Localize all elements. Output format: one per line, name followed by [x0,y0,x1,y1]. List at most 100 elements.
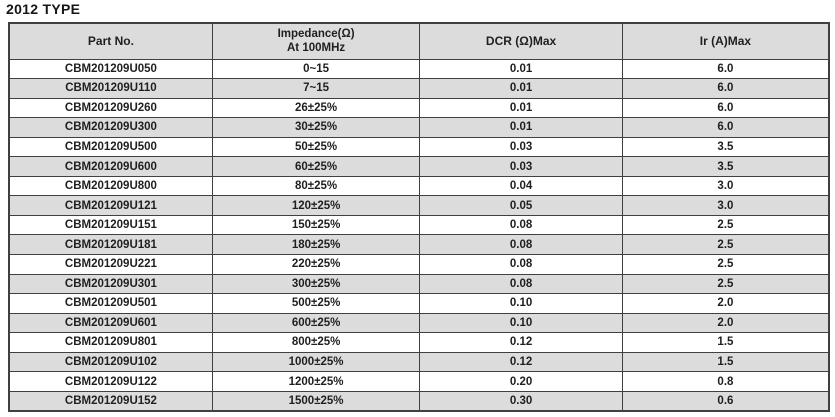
header-ir: Ir (A)Max [621,22,830,60]
dcr-cell: 0.01 [419,58,623,80]
dcr-cell: 0.12 [419,351,623,373]
impedance-cell: 26±25% [211,97,421,119]
table-row: CBM201209U151 150±25% 0.08 2.5 [8,214,830,236]
impedance-cell: 80±25% [211,175,421,197]
ir-cell: 2.5 [621,253,830,275]
dcr-cell: 0.01 [419,78,623,99]
dcr-cell: 0.04 [419,175,623,197]
dcr-cell: 0.08 [419,273,623,295]
dcr-cell: 0.03 [419,156,623,177]
ir-cell: 2.5 [621,234,830,255]
ir-cell: 2.5 [621,214,830,236]
dcr-cell: 0.01 [419,117,623,138]
header-impedance-line1: Impedance(Ω) [277,27,355,40]
spec-table: Part No. Impedance(Ω) At 100MHz DCR (Ω)M… [8,22,830,412]
impedance-cell: 7~15 [211,78,421,99]
impedance-cell: 60±25% [211,156,421,177]
part-no-cell: CBM201209U121 [8,195,213,216]
dcr-cell: 0.01 [419,97,623,119]
part-no-cell: CBM201209U110 [8,78,213,99]
impedance-cell: 1000±25% [211,351,421,373]
impedance-cell: 300±25% [211,273,421,295]
part-no-cell: CBM201209U050 [8,58,213,80]
impedance-cell: 0~15 [211,58,421,80]
impedance-cell: 600±25% [211,312,421,334]
table-row: CBM201209U501 500±25% 0.10 2.0 [8,293,830,314]
impedance-cell: 150±25% [211,214,421,236]
table-row: CBM201209U050 0~15 0.01 6.0 [8,58,830,80]
ir-cell: 1.5 [621,351,830,373]
dcr-cell: 0.08 [419,234,623,255]
ir-cell: 6.0 [621,58,830,80]
page-title: 2012 TYPE [6,1,81,17]
table-row: CBM201209U181 180±25% 0.08 2.5 [8,234,830,255]
dcr-cell: 0.30 [419,390,623,412]
table-row: CBM201209U102 1000±25% 0.12 1.5 [8,351,830,373]
part-no-cell: CBM201209U800 [8,175,213,197]
table-row: CBM201209U110 7~15 0.01 6.0 [8,78,830,99]
part-no-cell: CBM201209U260 [8,97,213,119]
part-no-cell: CBM201209U500 [8,136,213,158]
impedance-cell: 800±25% [211,332,421,353]
ir-cell: 2.5 [621,273,830,295]
table-body: CBM201209U050 0~15 0.01 6.0 CBM201209U110 7~1… [8,58,830,412]
ir-cell: 0.8 [621,371,830,392]
table-row: CBM201209U601 600±25% 0.10 2.0 [8,312,830,334]
header-dcr: DCR (Ω)Max [419,22,623,60]
ir-cell: 6.0 [621,78,830,99]
part-no-cell: CBM201209U501 [8,293,213,314]
part-no-cell: CBM201209U300 [8,117,213,138]
part-no-cell: CBM201209U181 [8,234,213,255]
ir-cell: 1.5 [621,332,830,353]
ir-cell: 3.5 [621,136,830,158]
dcr-cell: 0.20 [419,371,623,392]
table-row: CBM201209U122 1200±25% 0.20 0.8 [8,371,830,392]
impedance-cell: 220±25% [211,253,421,275]
ir-cell: 0.6 [621,390,830,412]
table-row: CBM201209U801 800±25% 0.12 1.5 [8,332,830,353]
ir-cell: 3.5 [621,156,830,177]
part-no-cell: CBM201209U601 [8,312,213,334]
table-row: CBM201209U260 26±25% 0.01 6.0 [8,97,830,119]
table-row: CBM201209U800 80±25% 0.04 3.0 [8,175,830,197]
part-no-cell: CBM201209U151 [8,214,213,236]
table-row: CBM201209U500 50±25% 0.03 3.5 [8,136,830,158]
ir-cell: 2.0 [621,312,830,334]
part-no-cell: CBM201209U221 [8,253,213,275]
table-row: CBM201209U152 1500±25% 0.30 0.6 [8,390,830,412]
impedance-cell: 120±25% [211,195,421,216]
ir-cell: 6.0 [621,97,830,119]
header-row: Part No. Impedance(Ω) At 100MHz DCR (Ω)M… [8,22,830,60]
impedance-cell: 1200±25% [211,371,421,392]
dcr-cell: 0.10 [419,312,623,334]
ir-cell: 3.0 [621,195,830,216]
ir-cell: 2.0 [621,293,830,314]
table-header: Part No. Impedance(Ω) At 100MHz DCR (Ω)M… [8,22,830,60]
impedance-cell: 30±25% [211,117,421,138]
table-row: CBM201209U301 300±25% 0.08 2.5 [8,273,830,295]
table-row: CBM201209U300 30±25% 0.01 6.0 [8,117,830,138]
dcr-cell: 0.03 [419,136,623,158]
impedance-cell: 50±25% [211,136,421,158]
impedance-cell: 1500±25% [211,390,421,412]
header-impedance-line2: At 100MHz [287,42,346,55]
ir-cell: 3.0 [621,175,830,197]
table-row: CBM201209U121 120±25% 0.05 3.0 [8,195,830,216]
ir-cell: 6.0 [621,117,830,138]
dcr-cell: 0.12 [419,332,623,353]
impedance-cell: 500±25% [211,293,421,314]
dcr-cell: 0.05 [419,195,623,216]
part-no-cell: CBM201209U102 [8,351,213,373]
dcr-cell: 0.10 [419,293,623,314]
table-row: CBM201209U221 220±25% 0.08 2.5 [8,253,830,275]
table-row: CBM201209U600 60±25% 0.03 3.5 [8,156,830,177]
part-no-cell: CBM201209U152 [8,390,213,412]
dcr-cell: 0.08 [419,253,623,275]
part-no-cell: CBM201209U122 [8,371,213,392]
part-no-cell: CBM201209U801 [8,332,213,353]
part-no-cell: CBM201209U600 [8,156,213,177]
part-no-cell: CBM201209U301 [8,273,213,295]
impedance-cell: 180±25% [211,234,421,255]
header-part-no: Part No. [8,22,213,60]
